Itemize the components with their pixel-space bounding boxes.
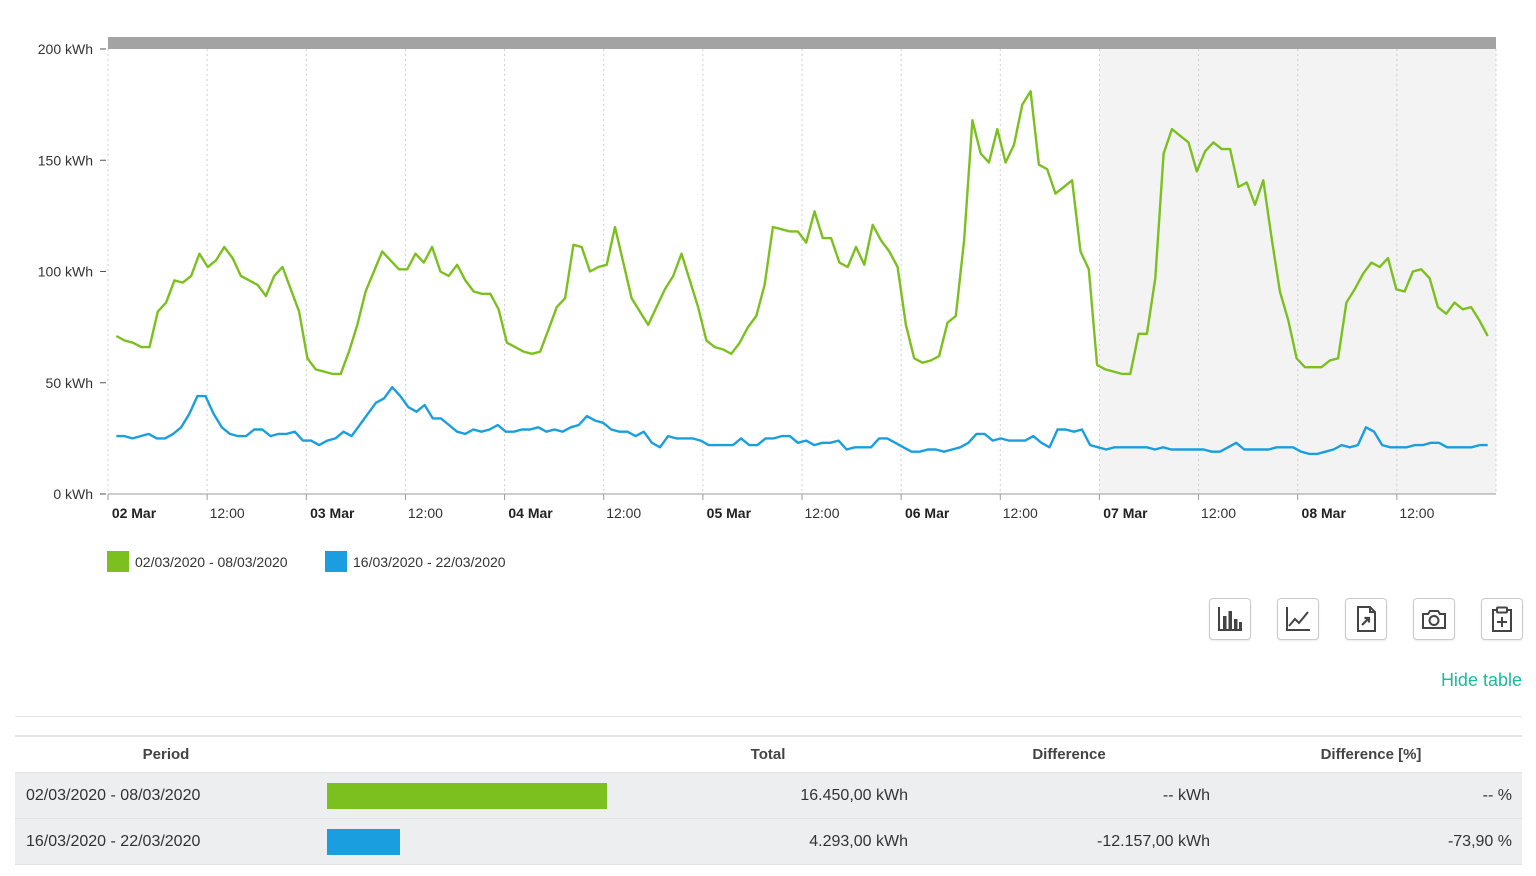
- row-total: 4.293,00 kWh: [809, 832, 908, 850]
- row-difference-pct: -- %: [1482, 786, 1512, 804]
- row-total: 16.450,00 kWh: [800, 786, 908, 804]
- export-document-button[interactable]: [1345, 598, 1387, 640]
- header-difference-pct: Difference [%]: [1320, 746, 1422, 763]
- x-tick-label: 04 Mar: [508, 505, 553, 521]
- y-tick-label: 200 kWh: [38, 41, 93, 57]
- y-tick-label: 100 kWh: [38, 264, 93, 280]
- x-tick-label: 12:00: [210, 505, 245, 521]
- bar-chart-icon: [1218, 607, 1242, 631]
- x-tick-label: 12:00: [1399, 505, 1434, 521]
- x-tick-label: 07 Mar: [1103, 505, 1148, 521]
- x-tick-label: 05 Mar: [707, 505, 752, 521]
- row-difference: -- kWh: [1162, 786, 1210, 804]
- y-axis: 0 kWh 50 kWh 100 kWh 150 kWh 200 kWh: [38, 41, 106, 502]
- screenshot-button[interactable]: [1413, 598, 1455, 640]
- table-row: 02/03/2020 - 08/03/2020 16.450,00 kWh --…: [15, 773, 1522, 819]
- legend: 02/03/2020 - 08/03/2020 16/03/2020 - 22/0…: [107, 551, 506, 572]
- energy-line-chart: 0 kWh 50 kWh 100 kWh 150 kWh 200 kWh 02 Mar 1…: [38, 37, 1497, 572]
- y-tick-label: 50 kWh: [46, 375, 93, 391]
- y-tick-label: 0 kWh: [53, 486, 93, 502]
- legend-swatch-2: [325, 551, 347, 572]
- x-axis: 02 Mar 12:00 03 Mar 12:00 04 Mar 12:00 05 Mar 1…: [107, 493, 1496, 521]
- x-tick-label: 12:00: [408, 505, 443, 521]
- bar-chart-button[interactable]: [1209, 598, 1251, 640]
- x-tick-label: 12:00: [606, 505, 641, 521]
- x-tick-label: 08 Mar: [1302, 505, 1347, 521]
- divider: [15, 716, 1522, 717]
- x-tick-label: 12:00: [1201, 505, 1236, 521]
- header-total: Total: [750, 746, 786, 763]
- row-period: 16/03/2020 - 22/03/2020: [26, 832, 201, 850]
- comparison-table: Period Total Difference Difference [%] 0…: [15, 735, 1522, 865]
- row-difference-pct: -73,90 %: [1447, 832, 1512, 850]
- header-period: Period: [142, 746, 190, 763]
- grid-lines: [107, 49, 1497, 494]
- row-total-bar: [327, 782, 607, 809]
- x-tick-label: 12:00: [804, 505, 839, 521]
- legend-swatch-1: [107, 551, 129, 572]
- copy-to-clipboard-button[interactable]: [1481, 598, 1523, 640]
- x-tick-label: 12:00: [1003, 505, 1038, 521]
- line-chart-button[interactable]: [1277, 598, 1319, 640]
- series-line-2: [116, 386, 1488, 456]
- x-tick-label: 06 Mar: [905, 505, 950, 521]
- row-total-bar: [327, 828, 401, 855]
- chart-top-band: [108, 37, 1496, 49]
- legend-label-1: 02/03/2020 - 08/03/2020: [135, 554, 288, 570]
- hide-table-link[interactable]: Hide table: [1440, 670, 1522, 690]
- x-tick-label: 03 Mar: [310, 505, 355, 521]
- header-difference: Difference: [1032, 746, 1106, 763]
- y-tick-label: 150 kWh: [38, 152, 93, 168]
- clipboard-add-icon: [1492, 606, 1512, 632]
- series-line-1: [115, 90, 1489, 376]
- camera-icon: [1422, 610, 1446, 629]
- series-lines: [115, 90, 1489, 456]
- table-header-row: Period Total Difference Difference [%]: [15, 737, 1522, 773]
- row-period: 02/03/2020 - 08/03/2020: [26, 786, 201, 804]
- chart-toolbar: [1209, 598, 1523, 640]
- legend-label-2: 16/03/2020 - 22/03/2020: [353, 554, 506, 570]
- line-chart-icon: [1286, 607, 1310, 631]
- x-tick-label: 02 Mar: [112, 505, 157, 521]
- export-document-icon: [1357, 606, 1376, 632]
- row-difference: -12.157,00 kWh: [1097, 832, 1210, 850]
- table-row: 16/03/2020 - 22/03/2020 4.293,00 kWh -12…: [15, 819, 1522, 865]
